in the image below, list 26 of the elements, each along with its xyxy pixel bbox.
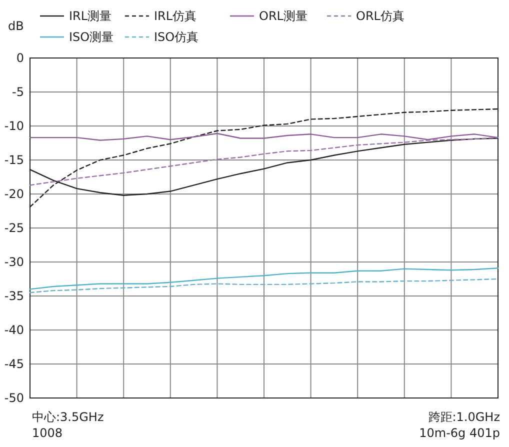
y-tick-label: 0 [16,51,24,66]
y-tick-label: -45 [4,357,24,372]
legend-label: IRL测量 [69,9,112,24]
legend-label: IRL仿真 [154,9,197,24]
line-series [29,278,499,294]
y-tick-label: -25 [4,221,24,236]
y-tick-label: -10 [4,119,24,134]
text: 10m-6g 401p [419,426,500,440]
y-tick-label: -35 [4,289,24,304]
y-tick-label: -20 [4,187,24,202]
line-series [29,132,499,141]
y-tick-label: -30 [4,255,24,270]
y-tick-label: -5 [12,85,24,100]
line-series [29,136,499,186]
legend-label: ISO测量 [69,30,114,44]
legend-label: ORL仿真 [356,9,404,24]
text: 1008 [32,426,63,440]
y-tick-label: -40 [4,323,24,338]
y-axis-title: dB [8,19,24,33]
line-series [29,268,499,290]
text: 跨距:1.0GHz [428,410,500,424]
legend-label: ORL测量 [259,9,308,24]
text: 中心:3.5GHz [32,410,104,424]
y-tick-label: -50 [4,391,24,406]
y-tick-label: -15 [4,153,24,168]
legend-label: ISO仿真 [154,30,199,44]
